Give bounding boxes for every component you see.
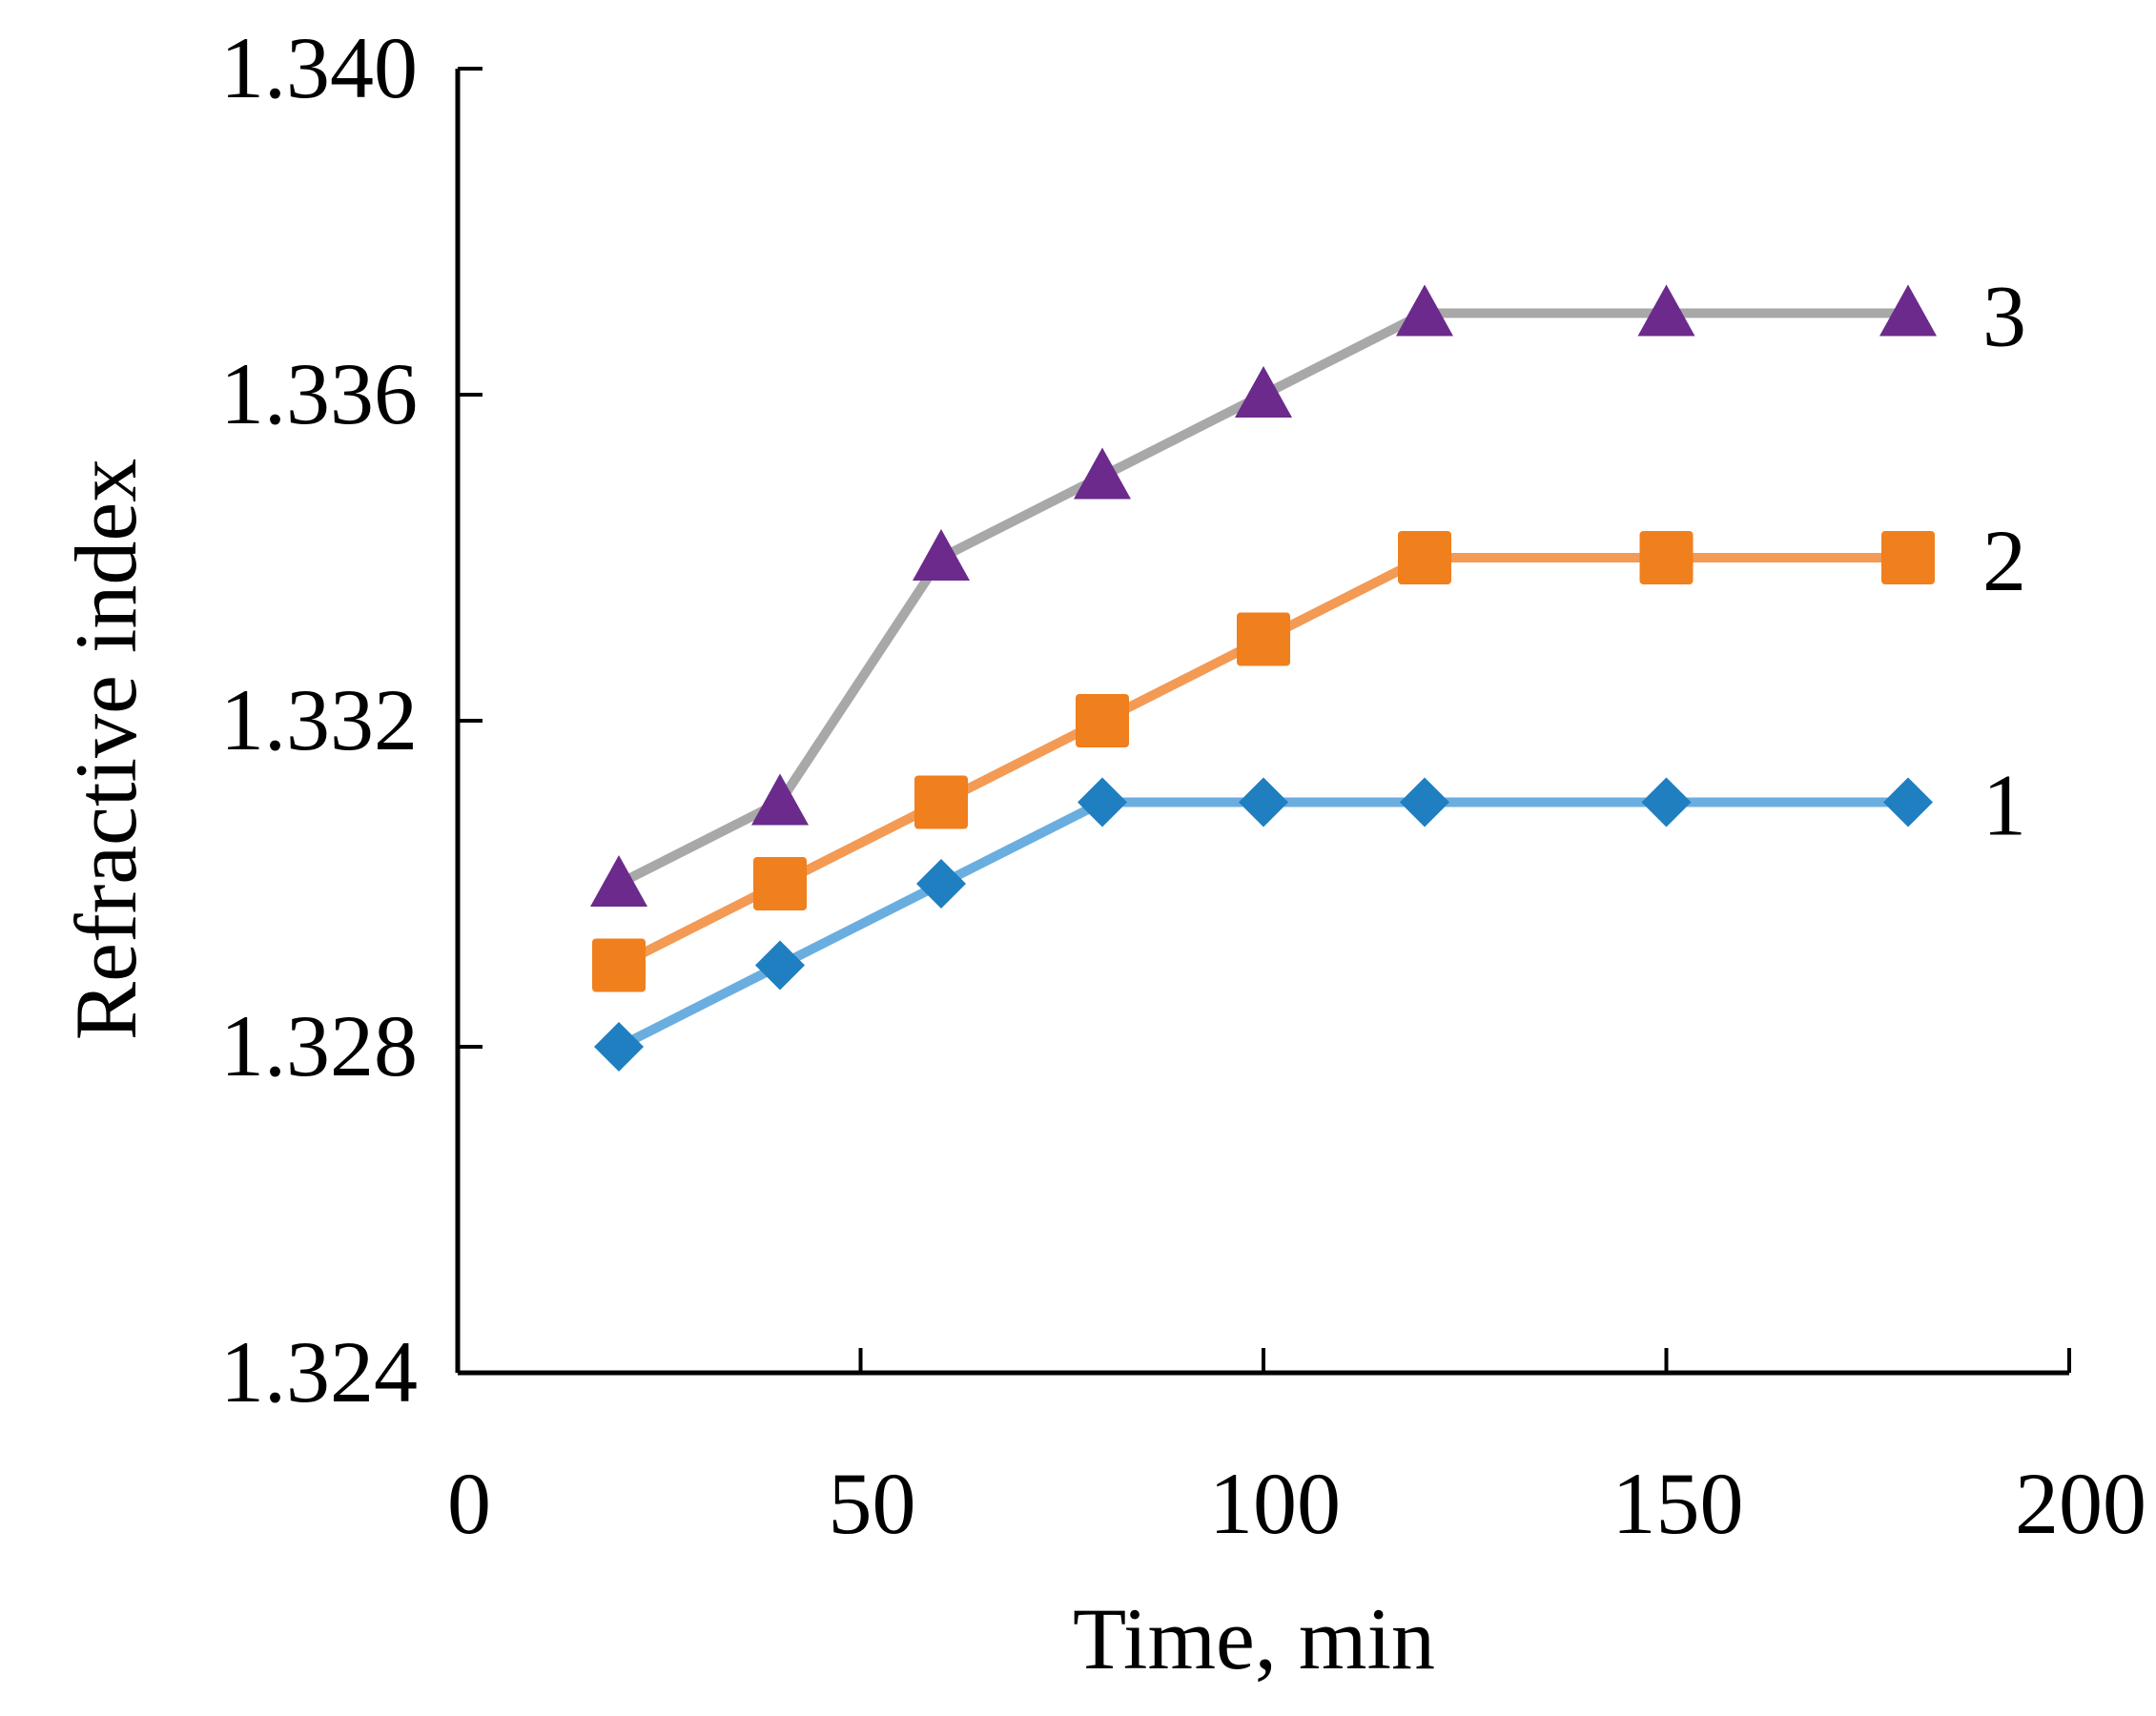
x-axis-title: Time, min [1073, 1590, 1435, 1687]
series-1-point [594, 1022, 644, 1072]
x-tick-label: 200 [2015, 1455, 2146, 1552]
y-axis-title: Refractive index [57, 459, 154, 1041]
series-1-line [614, 797, 1913, 1052]
series-2-point [1237, 612, 1290, 666]
series-2-point [753, 857, 807, 910]
y-tick-label: 1.340 [220, 19, 418, 116]
labels: 1.324 1.328 1.332 1.336 1.340 0 50 100 150 200 Tim… [57, 19, 2146, 1687]
series-3-point [913, 529, 970, 581]
series-3-line [614, 308, 1913, 889]
series-3-point [1074, 447, 1131, 500]
series-1-point [1400, 777, 1449, 827]
series-lines [614, 308, 1913, 1052]
series-2-line [614, 553, 1913, 970]
series-2-label: 2 [1982, 512, 2026, 609]
series-markers [590, 284, 1937, 1072]
y-tick-label: 1.336 [220, 345, 418, 442]
series-3-label: 3 [1982, 268, 2026, 365]
series-3-point [1235, 366, 1292, 418]
y-tick-label: 1.328 [220, 997, 418, 1094]
x-tick-label: 150 [1612, 1455, 1744, 1552]
series-1-point [755, 940, 805, 991]
series-2-point [1639, 531, 1694, 584]
series-1-label: 1 [1982, 757, 2026, 854]
series-3-point [1879, 284, 1937, 337]
x-tick-label: 100 [1209, 1455, 1341, 1552]
series-3-point [1396, 284, 1453, 337]
x-tick-label: 0 [447, 1455, 491, 1552]
series-2-point [592, 938, 646, 992]
x-tick-label: 50 [829, 1455, 916, 1552]
y-tick-label: 1.332 [220, 671, 418, 768]
series-1-point [1078, 777, 1127, 827]
series-3-point [1637, 284, 1695, 337]
series-2-point [1076, 694, 1129, 747]
series-2-point [914, 775, 968, 829]
series-1-point [1641, 777, 1692, 827]
series-1-point [1883, 777, 1933, 827]
series-2-point [1881, 531, 1935, 584]
axes [455, 67, 2071, 1376]
series-1-point [916, 859, 966, 909]
series-2-point [1398, 531, 1451, 584]
y-tick-label: 1.324 [220, 1323, 418, 1420]
series-3-point [590, 855, 647, 907]
series-3-point [751, 773, 809, 826]
series-1-point [1239, 777, 1288, 827]
